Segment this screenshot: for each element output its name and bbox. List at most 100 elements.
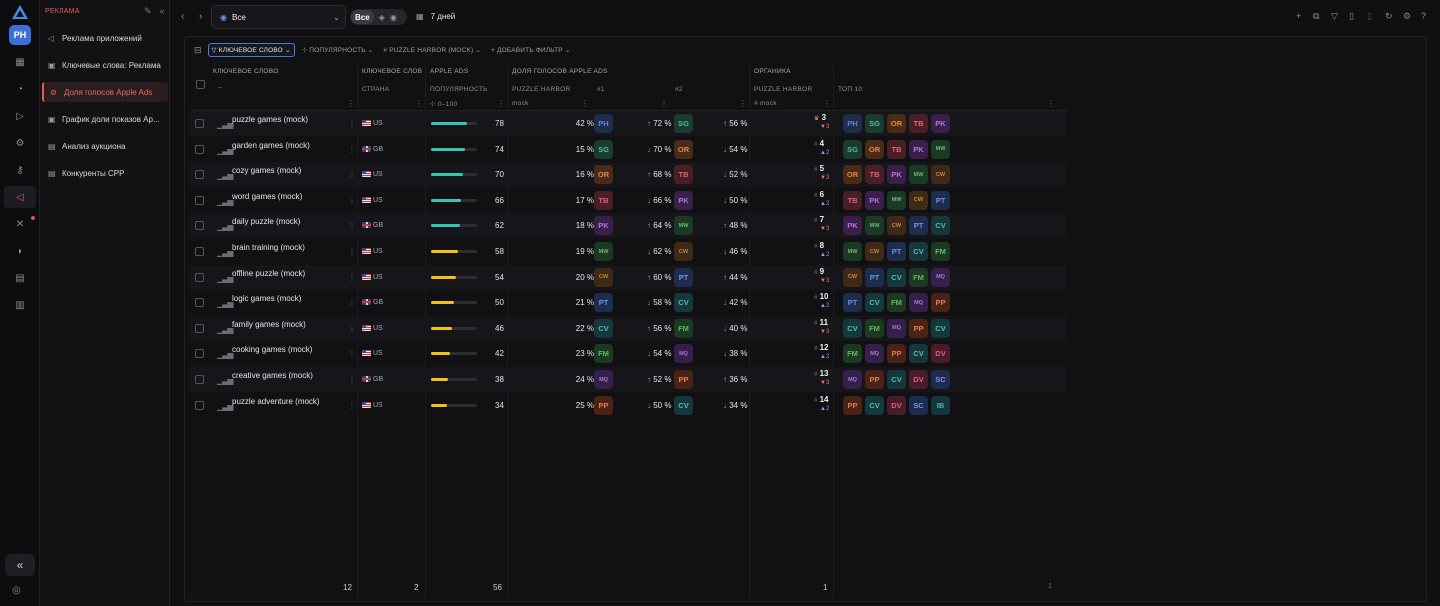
app-icon-fm[interactable]: FM xyxy=(865,318,884,338)
app-icon-mq[interactable]: MQ xyxy=(865,344,884,364)
app-icon-or[interactable]: OR xyxy=(674,139,693,159)
sidebar-item-share-of-voice[interactable]: ⊘ Доля голосов Apple Ads xyxy=(42,82,168,102)
app-icon-pt[interactable]: PT xyxy=(674,267,693,287)
bar-chart-icon[interactable]: ▁▃▅ xyxy=(217,324,234,334)
row-checkbox[interactable] xyxy=(195,298,204,308)
row-checkbox[interactable] xyxy=(195,195,204,205)
keyword-cell[interactable]: puzzle adventure (mock) xyxy=(232,396,320,406)
keyword-cell[interactable]: cooking games (mock) xyxy=(232,345,313,355)
bar-chart-icon[interactable]: ▁▃▅ xyxy=(217,376,234,385)
table-row[interactable]: ▁▃▅ logic games (mock) ⋮ GB 50 21 % PT ↓ 58 % CV… xyxy=(190,290,1066,315)
row-checkbox[interactable] xyxy=(195,400,204,410)
app-icon-pt[interactable]: PT xyxy=(909,216,928,236)
sidebar-item-auction[interactable]: ▤ Анализ аукциона xyxy=(42,136,168,156)
app-icon-sg[interactable]: SG xyxy=(843,139,862,159)
row-checkbox[interactable] xyxy=(195,170,204,180)
column-menu-icon[interactable]: ⋮ xyxy=(497,99,505,108)
app-icon-mq[interactable]: MQ xyxy=(674,344,693,364)
row-checkbox[interactable] xyxy=(195,221,204,231)
column-menu-icon[interactable]: ⋮ xyxy=(1047,99,1055,108)
filter-icon[interactable]: ▽ xyxy=(1331,11,1338,21)
workspace-avatar[interactable]: PH xyxy=(9,25,31,45)
row-menu-icon[interactable]: ⋮ xyxy=(348,170,356,180)
segment-all[interactable]: Все xyxy=(351,10,374,24)
app-icon-pk[interactable]: PK xyxy=(865,190,884,210)
app-icon-mw[interactable]: MW xyxy=(865,216,884,236)
app-icon-pt[interactable]: PT xyxy=(594,293,613,313)
column-menu-icon[interactable]: ⋮ xyxy=(415,99,423,108)
app-icon-mq[interactable]: MQ xyxy=(931,267,950,287)
row-menu-icon[interactable]: ⋮ xyxy=(348,272,356,282)
app-icon-dv[interactable]: DV xyxy=(909,370,928,389)
app-icon-cw[interactable]: CW xyxy=(931,165,950,185)
table-row[interactable]: ▁▃▅ word games (mock) ⋮ US 66 17 % TB ↓ 66 % PK ↓… xyxy=(190,188,1066,213)
keyword-cell[interactable]: puzzle games (mock) xyxy=(232,115,309,124)
period-select[interactable]: ▦ 7 дней xyxy=(416,12,455,21)
sidebar-item-keywords-ads[interactable]: ▣ Ключевые слова: Реклама xyxy=(42,55,168,75)
row-checkbox[interactable] xyxy=(195,119,204,128)
app-icon-cw[interactable]: CW xyxy=(887,216,906,236)
col-organic-app[interactable]: PUZZLE HARBOR xyxy=(754,86,813,93)
app-icon-pp[interactable]: PP xyxy=(887,344,906,364)
bar-chart-icon[interactable]: ▁▃▅ xyxy=(217,248,234,257)
app-icon-fm[interactable]: FM xyxy=(674,318,693,338)
settings-icon[interactable]: ⚙ xyxy=(15,137,25,149)
app-icon-dv[interactable]: DV xyxy=(931,344,950,364)
app-icon-or[interactable]: OR xyxy=(843,165,862,185)
app-icon-pt[interactable]: PT xyxy=(865,267,884,287)
collection-icon[interactable]: ⧉ xyxy=(1313,11,1320,21)
col-keyword[interactable]: КЛЮЧЕВОЕ СЛОВО xyxy=(213,68,279,75)
app-icon-pp[interactable]: PP xyxy=(594,395,613,415)
app-icon-tb[interactable]: TB xyxy=(843,190,862,210)
app-icon-cv[interactable]: CV xyxy=(865,293,884,313)
bar-chart-icon[interactable]: ▁▃▅ xyxy=(217,401,234,411)
app-icon-cv[interactable]: CV xyxy=(887,370,906,389)
app-icon-pp[interactable]: PP xyxy=(674,370,693,389)
table-row[interactable]: ▁▃▅ offline puzzle (mock) ⋮ US 54 20 % CW ↑ 60 … xyxy=(190,264,1066,290)
keyword-cell[interactable]: cozy games (mock) xyxy=(232,166,302,176)
app-icon-mw[interactable]: MW xyxy=(931,139,950,159)
app-icon-pp[interactable]: PP xyxy=(909,318,928,338)
forward-icon[interactable]: › xyxy=(199,11,203,22)
keyword-cell[interactable]: creative games (mock) xyxy=(232,371,313,380)
app-icon-tb[interactable]: TB xyxy=(594,190,613,210)
row-menu-icon[interactable]: ⋮ xyxy=(348,195,356,205)
sidebar-item-cpp-competitors[interactable]: ▤ Конкуренты CPP xyxy=(42,163,168,183)
app-icon-cw[interactable]: CW xyxy=(674,242,693,261)
table-row[interactable]: ▁▃▅ puzzle games (mock) ⋮ US 78 42 % PH ↑ 72 % S… xyxy=(190,111,1066,136)
app-icon-cw[interactable]: CW xyxy=(909,190,928,210)
app-icon-pk[interactable]: PK xyxy=(674,190,693,210)
account-icon[interactable]: ◎ xyxy=(12,585,21,596)
column-menu-icon[interactable]: ⋮ xyxy=(581,99,589,108)
app-icon-cv[interactable]: CV xyxy=(594,318,613,338)
col-puzzle-harbor[interactable]: PUZZLE HARBOR xyxy=(512,86,571,93)
app-icon-pp[interactable]: PP xyxy=(843,395,862,415)
app-icon-tb[interactable]: TB xyxy=(887,139,906,159)
keyword-sort[interactable]: – xyxy=(218,84,222,91)
plus-icon[interactable]: + xyxy=(1296,11,1302,21)
col-second[interactable]: #2 xyxy=(675,86,683,93)
app-icon-fm[interactable]: FM xyxy=(843,344,862,364)
table-row[interactable]: ▁▃▅ creative games (mock) ⋮ GB 38 24 % MQ ↑ 52 … xyxy=(190,367,1066,392)
row-checkbox[interactable] xyxy=(195,375,204,384)
app-icon-or[interactable]: OR xyxy=(865,139,884,159)
help-icon[interactable]: ? xyxy=(1421,11,1427,21)
col-country[interactable]: СТРАНА xyxy=(362,86,390,93)
app-icon-cv[interactable]: CV xyxy=(931,318,950,338)
app-icon-mw[interactable]: MW xyxy=(887,190,906,210)
app-icon-cv[interactable]: CV xyxy=(887,267,906,287)
table-row[interactable]: ▁▃▅ brain training (mock) ⋮ US 58 19 % MW ↓ 62 … xyxy=(190,239,1066,264)
app-icon-dv[interactable]: DV xyxy=(887,395,906,415)
app-icon-pk[interactable]: PK xyxy=(931,114,950,133)
column-menu-icon[interactable]: ⋮ xyxy=(660,99,668,108)
app-icon-pk[interactable]: PK xyxy=(843,216,862,236)
app-icon-sc[interactable]: SC xyxy=(931,370,950,389)
app-icon-fm[interactable]: FM xyxy=(909,267,928,287)
app-icon-pt[interactable]: PT xyxy=(843,293,862,313)
megaphone-icon[interactable]: ◁ xyxy=(16,191,24,203)
row-menu-icon[interactable]: ⋮ xyxy=(348,119,356,128)
app-icon-cw[interactable]: CW xyxy=(594,267,613,287)
collapse-sidebar-icon[interactable]: « xyxy=(159,6,165,16)
chart-icon[interactable]: ◔ xyxy=(16,83,24,95)
app-icon-cv[interactable]: CV xyxy=(931,216,950,236)
